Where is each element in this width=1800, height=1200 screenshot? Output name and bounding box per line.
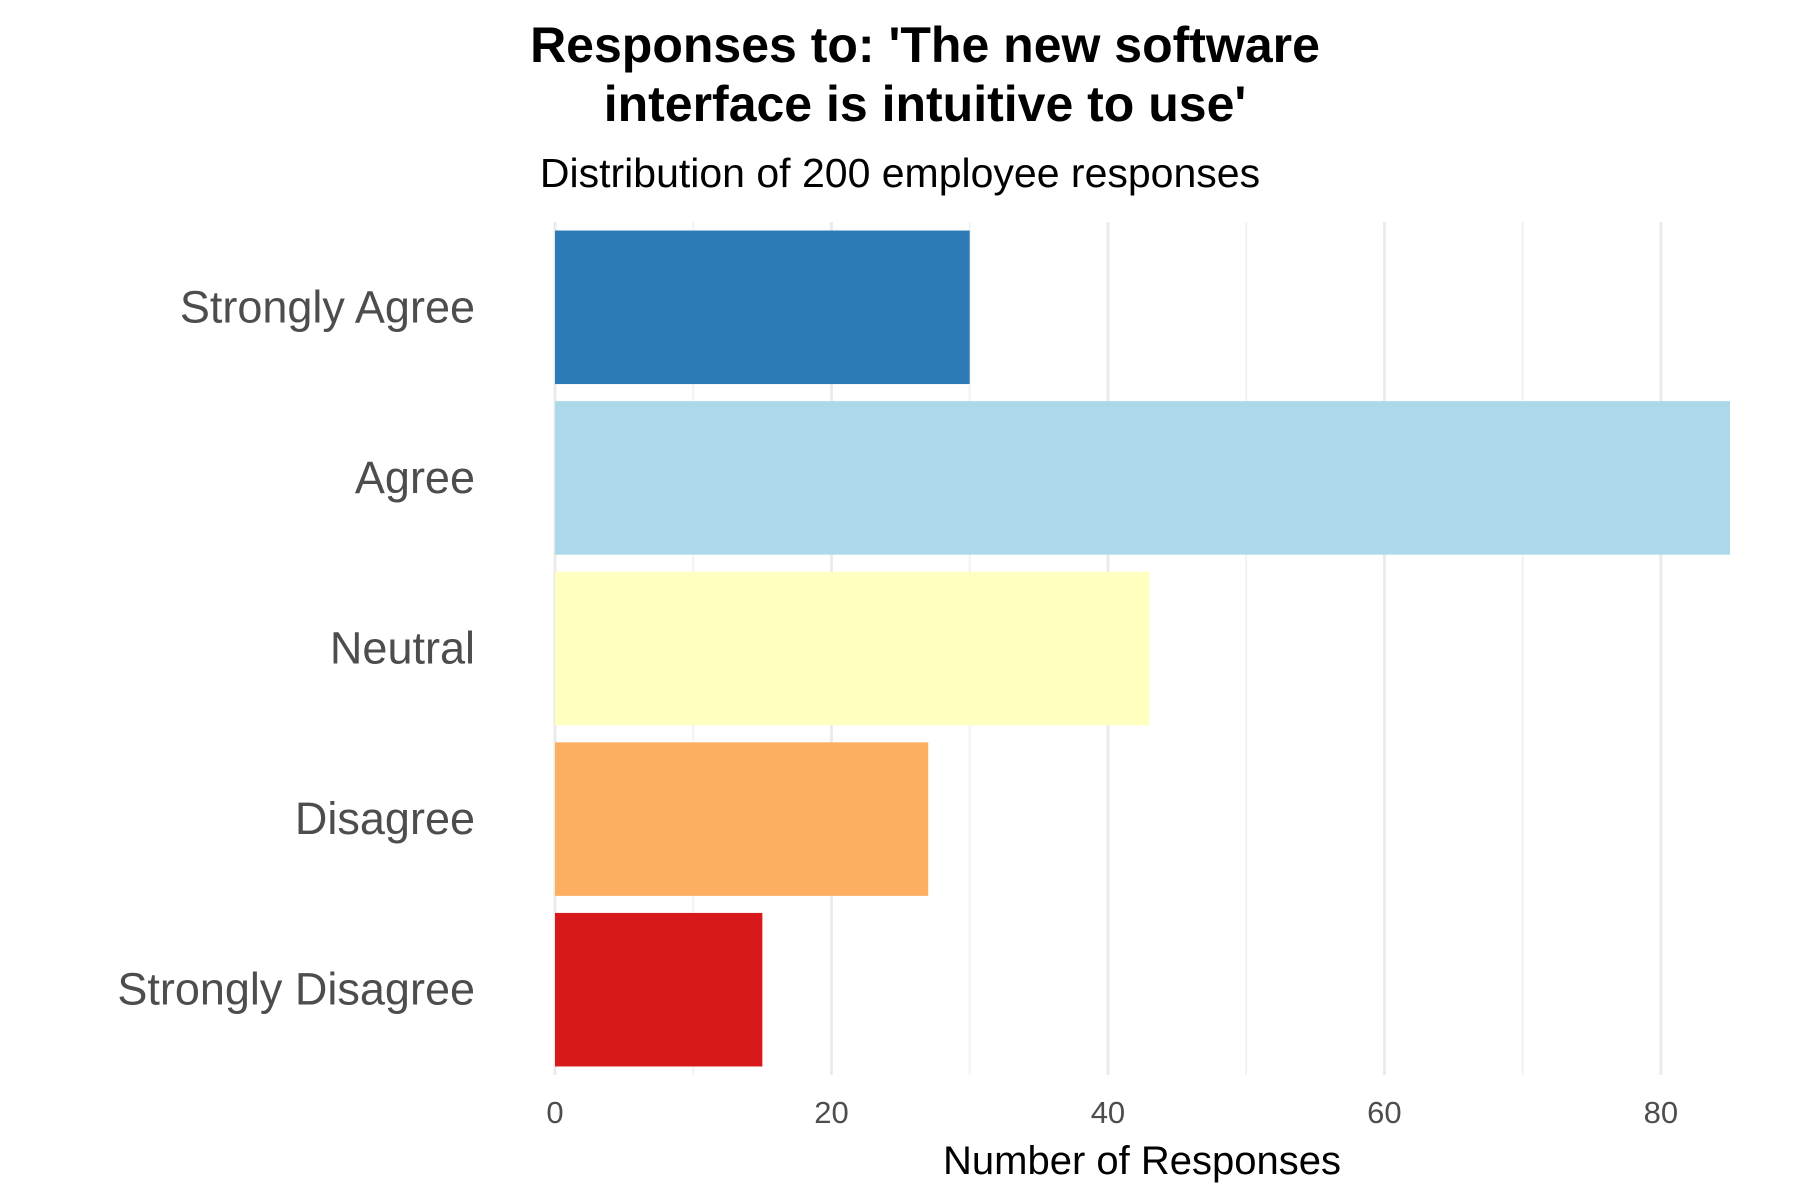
category-label: Agree [355,452,475,503]
chart-title-line-2: interface is intuitive to use' [604,76,1247,132]
bar-layer [555,230,1730,1067]
bar-agree [555,401,1730,555]
x-tick-label: 20 [814,1095,848,1130]
category-label: Strongly Agree [180,281,475,332]
x-tick-label: 40 [1091,1095,1125,1130]
bar-strongly-agree [555,230,970,385]
category-labels: Strongly Agree Agree Neutral Disagree Strong… [117,281,475,1014]
x-tick-label: 80 [1644,1095,1678,1130]
chart-title-line-1: Responses to: 'The new software [530,17,1320,73]
x-tick-labels: 0 20 40 60 80 [546,1095,1678,1130]
bar-disagree [555,742,929,896]
bar-neutral [555,571,1150,726]
x-tick-label: 0 [546,1095,563,1130]
bar-strongly-disagree [555,912,763,1067]
x-tick-label: 60 [1367,1095,1401,1130]
category-label: Neutral [330,623,475,674]
category-label: Disagree [295,793,475,844]
chart-subtitle: Distribution of 200 employee responses [540,150,1260,196]
category-label: Strongly Disagree [117,964,475,1015]
x-axis-title: Number of Responses [943,1139,1341,1183]
